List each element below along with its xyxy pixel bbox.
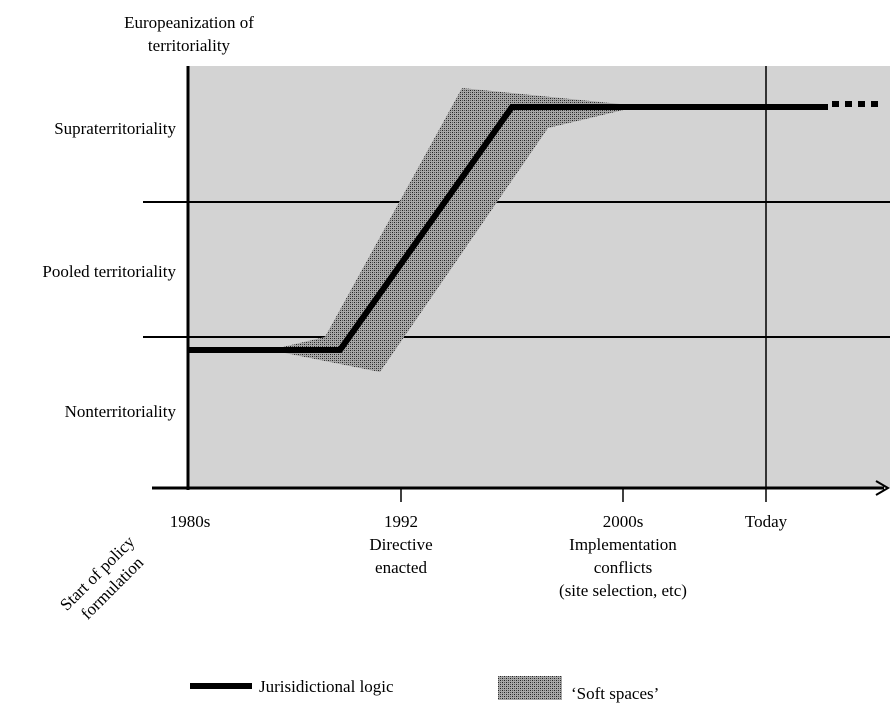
x-tick-sub-2000s-3: (site selection, etc) — [559, 581, 687, 600]
x-axis-arrowhead — [875, 480, 890, 496]
y-axis-title-line-2: territoriality — [148, 36, 231, 55]
x-tick-sub-2000s-1: Implementation — [569, 535, 677, 554]
x-tick-label-2000s: 2000s — [603, 512, 644, 531]
jurisdictional-logic-line — [188, 104, 828, 353]
legend-label-jurisdictional: Jurisidictional logic — [259, 677, 394, 696]
y-axis-title-line-1: Europeanization of — [124, 13, 254, 32]
legend-label-soft-spaces: ‘Soft spaces’ — [571, 684, 659, 703]
y-level-pooled-territoriality: Pooled territoriality — [42, 262, 176, 281]
x-tick-label-1980s: 1980s — [170, 512, 211, 531]
x-tick-sub-1992-1: Directive — [369, 535, 432, 554]
x-tick-label-today: Today — [745, 512, 788, 531]
soft-spaces-band — [270, 88, 640, 372]
y-level-supraterritoriality: Supraterritoriality — [54, 119, 176, 138]
y-level-nonterritoriality: Nonterritoriality — [65, 402, 177, 421]
x-tick-label-1992: 1992 — [384, 512, 418, 531]
x-tick-sub-1992-2: enacted — [375, 558, 427, 577]
legend-swatch-soft-spaces — [498, 676, 562, 700]
x-tick-sub-2000s-2: conflicts — [594, 558, 653, 577]
